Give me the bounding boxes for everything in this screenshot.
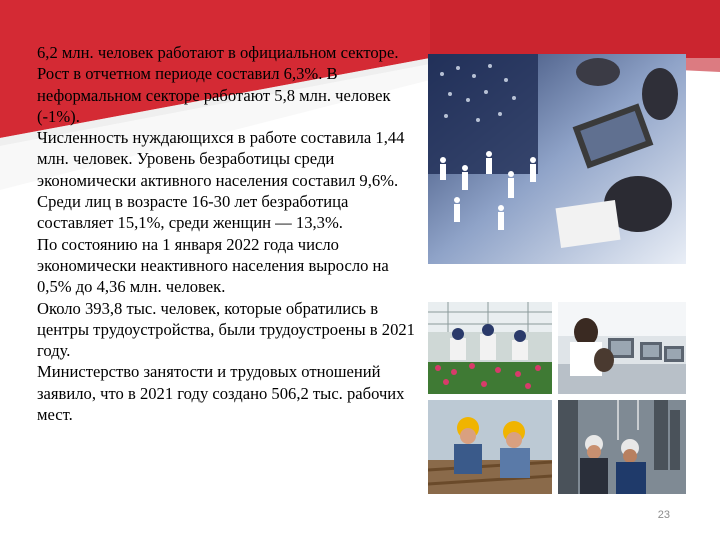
office-computers-photo <box>558 302 686 394</box>
greenhouse-workers-photo <box>428 302 552 394</box>
paragraph-employment-centers: Около 393,8 тыс. человек, которые обрати… <box>37 298 415 361</box>
construction-workers-photo <box>428 400 552 494</box>
paragraph-official-sector: 6,2 млн. человек работают в официальном … <box>37 43 399 126</box>
body-text: 6,2 млн. человек работают в официальном … <box>37 42 422 425</box>
business-people-network-photo <box>428 54 686 264</box>
paragraph-unemployment: Численность нуждающихся в работе состави… <box>37 128 405 233</box>
page-number: 23 <box>657 509 670 521</box>
paragraph-jobs-created: Министерство занятости и трудовых отноше… <box>37 362 405 425</box>
paragraph-inactive-population: По состоянию на 1 января 2022 года число… <box>37 234 389 297</box>
industrial-workers-photo <box>558 400 686 494</box>
header-white-stripe <box>0 58 430 146</box>
left-grey-wedge <box>0 64 430 190</box>
